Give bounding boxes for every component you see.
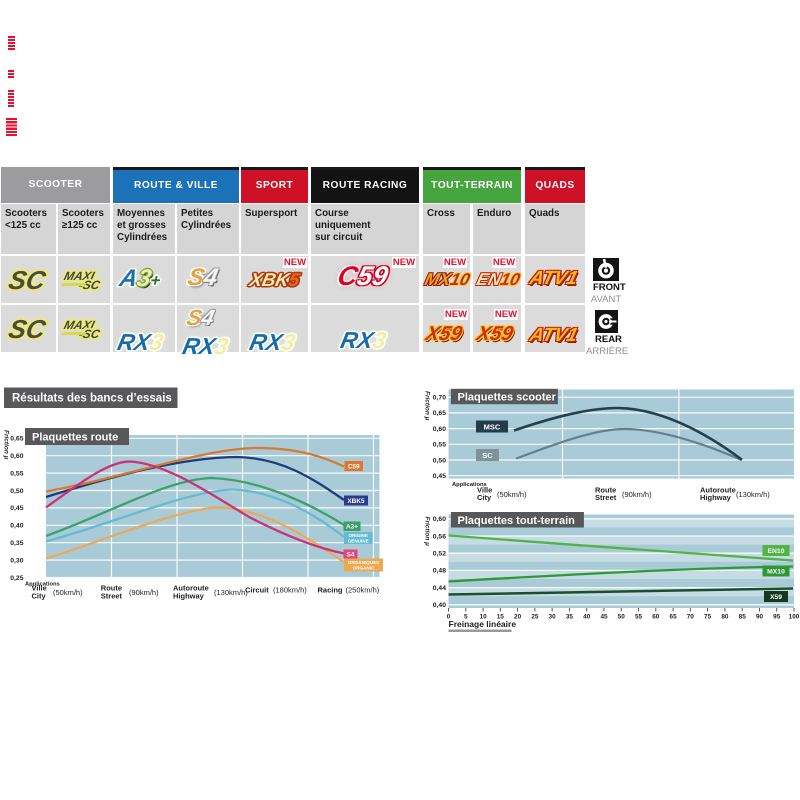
svg-text:90: 90: [756, 614, 764, 621]
svg-text:0,50: 0,50: [10, 488, 23, 495]
svg-text:0: 0: [447, 614, 451, 621]
svg-text:Plaquettes route: Plaquettes route: [32, 432, 118, 444]
svg-text:MX10: MX10: [767, 569, 785, 576]
svg-text:Applications: Applications: [25, 582, 60, 588]
svg-text:75: 75: [704, 614, 712, 621]
svg-text:Plaquettes tout-terrain: Plaquettes tout-terrain: [458, 515, 576, 527]
svg-text:Racing: Racing: [318, 586, 343, 595]
svg-text:0,55: 0,55: [433, 442, 446, 449]
svg-text:(50km/h): (50km/h): [497, 490, 527, 499]
svg-text:XBK5: XBK5: [347, 498, 365, 505]
svg-text:Street: Street: [101, 592, 123, 601]
svg-text:25: 25: [531, 614, 539, 621]
svg-text:C59: C59: [348, 464, 360, 471]
svg-text:Friction µ: Friction µ: [424, 517, 431, 547]
svg-text:Plaquettes scooter: Plaquettes scooter: [458, 392, 557, 404]
svg-text:40: 40: [583, 614, 591, 621]
svg-text:(90km/h): (90km/h): [622, 490, 652, 499]
svg-text:55: 55: [635, 614, 643, 621]
svg-text:GENUINE: GENUINE: [348, 539, 369, 544]
svg-text:Highway: Highway: [700, 493, 732, 502]
svg-text:60: 60: [652, 614, 660, 621]
svg-text:A3+: A3+: [346, 524, 358, 531]
svg-text:0,45: 0,45: [433, 473, 446, 480]
svg-text:Autoroute: Autoroute: [173, 584, 209, 593]
svg-text:0,40: 0,40: [10, 523, 23, 530]
svg-text:Route: Route: [595, 486, 616, 495]
svg-text:0,65: 0,65: [433, 410, 446, 417]
svg-text:0,30: 0,30: [10, 557, 23, 564]
svg-text:Highway: Highway: [173, 592, 205, 601]
svg-text:70: 70: [687, 614, 695, 621]
svg-text:0,60: 0,60: [433, 516, 446, 523]
svg-text:(180km/h): (180km/h): [273, 586, 307, 595]
svg-text:(130km/h): (130km/h): [214, 588, 248, 597]
svg-text:Friction µ: Friction µ: [3, 430, 10, 460]
svg-text:Friction µ: Friction µ: [424, 391, 431, 421]
svg-text:(130km/h): (130km/h): [736, 490, 770, 499]
svg-text:65: 65: [670, 614, 678, 621]
svg-text:0,25: 0,25: [10, 575, 23, 582]
svg-text:15: 15: [497, 614, 505, 621]
svg-text:MSC: MSC: [484, 423, 501, 432]
svg-text:Freinage linéaire: Freinage linéaire: [449, 619, 517, 629]
svg-text:Circuit: Circuit: [245, 586, 269, 595]
svg-text:95: 95: [773, 614, 781, 621]
svg-text:Ville: Ville: [477, 486, 492, 495]
svg-text:0,40: 0,40: [433, 602, 446, 609]
svg-text:45: 45: [600, 614, 608, 621]
svg-text:80: 80: [721, 614, 729, 621]
svg-text:0,56: 0,56: [433, 533, 446, 540]
svg-text:10: 10: [480, 614, 488, 621]
svg-text:35: 35: [566, 614, 574, 621]
svg-text:Applications: Applications: [452, 482, 487, 488]
svg-text:Résultats des bancs d’essais: Résultats des bancs d’essais: [12, 393, 172, 405]
svg-text:0,44: 0,44: [433, 585, 446, 592]
svg-text:Street: Street: [595, 493, 617, 502]
svg-text:0,35: 0,35: [10, 540, 23, 547]
svg-text:5: 5: [464, 614, 468, 621]
svg-text:0,50: 0,50: [433, 457, 446, 464]
svg-text:0,65: 0,65: [10, 436, 23, 443]
svg-text:100: 100: [789, 614, 800, 621]
svg-text:0,45: 0,45: [10, 505, 23, 512]
svg-text:50: 50: [618, 614, 626, 621]
svg-text:0,48: 0,48: [433, 568, 446, 575]
svg-text:Autoroute: Autoroute: [700, 486, 736, 495]
svg-text:ORGANIC: ORGANIC: [353, 566, 375, 571]
svg-text:EN10: EN10: [767, 548, 784, 555]
svg-text:ORIGINE: ORIGINE: [348, 533, 367, 538]
svg-text:20: 20: [514, 614, 522, 621]
svg-text:30: 30: [549, 614, 557, 621]
svg-text:Ville: Ville: [32, 584, 47, 593]
svg-text:0,55: 0,55: [10, 470, 23, 477]
svg-text:85: 85: [739, 614, 747, 621]
svg-text:Route: Route: [101, 584, 122, 593]
svg-text:City: City: [32, 592, 47, 601]
svg-text:0,70: 0,70: [433, 395, 446, 402]
svg-text:(90km/h): (90km/h): [129, 588, 159, 597]
svg-text:SC: SC: [482, 451, 493, 460]
svg-text:S4: S4: [347, 552, 355, 559]
svg-text:ORGANIQUES: ORGANIQUES: [348, 560, 379, 565]
svg-text:City: City: [477, 493, 492, 502]
svg-text:0,52: 0,52: [433, 551, 446, 558]
svg-text:0,60: 0,60: [433, 426, 446, 433]
svg-text:X59: X59: [770, 594, 782, 601]
svg-text:(50km/h): (50km/h): [53, 588, 83, 597]
svg-text:(250km/h): (250km/h): [346, 586, 380, 595]
svg-text:0,60: 0,60: [10, 453, 23, 460]
